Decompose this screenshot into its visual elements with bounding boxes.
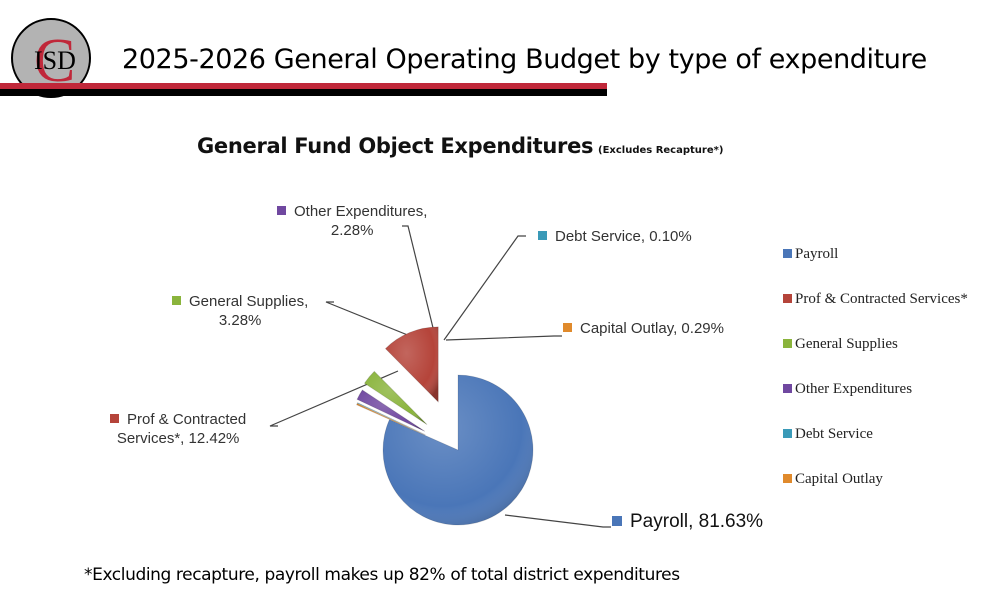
legend-prof-swatch-icon xyxy=(783,294,792,303)
legend-other-swatch-icon xyxy=(783,384,792,393)
footnote: *Excluding recapture, payroll makes up 8… xyxy=(84,565,680,585)
other-swatch-icon xyxy=(277,206,286,215)
chart-subtitle: (Excludes Recapture*) xyxy=(598,145,724,156)
pie-slice-general-supplies xyxy=(363,370,428,425)
data-label-other-expenditures: Other Expenditures, 2.28% xyxy=(277,202,427,240)
slice-shade-general-supplies xyxy=(364,371,428,425)
header-divider-red xyxy=(0,83,607,89)
payroll-swatch-icon xyxy=(612,516,622,526)
page-title: 2025-2026 General Operating Budget by ty… xyxy=(122,44,927,75)
data-label-general-supplies: General Supplies, 3.28% xyxy=(172,292,308,330)
slice-shade-prof-contracted xyxy=(385,326,439,402)
slice-shade-other-expenditures xyxy=(357,389,425,432)
legend-supplies-swatch-icon xyxy=(783,339,792,348)
leader-line-debt-service xyxy=(443,235,526,341)
data-label-capital-outlay: Capital Outlay, 0.29% xyxy=(563,319,724,338)
legend-item-capital-outlay: Capital Outlay xyxy=(783,471,968,516)
legend-item-debt-service: Debt Service xyxy=(783,426,968,471)
data-label-payroll: Payroll, 81.63% xyxy=(612,512,763,531)
debt-swatch-icon xyxy=(538,231,547,240)
leader-line-capital-outlay xyxy=(445,335,562,341)
leader-line-payroll xyxy=(504,514,611,528)
leader-line-general-supplies xyxy=(325,301,421,341)
pie-slice-other-expenditures xyxy=(356,389,426,432)
logo-text: ISD xyxy=(34,46,76,75)
legend-capital-swatch-icon xyxy=(783,474,792,483)
data-label-debt-service: Debt Service, 0.10% xyxy=(538,227,692,246)
leader-lines xyxy=(269,225,611,528)
legend-item-prof-contracted: Prof & Contracted Services* xyxy=(783,291,968,336)
supplies-swatch-icon xyxy=(172,296,181,305)
leader-line-other-expenditures xyxy=(402,225,437,341)
pie-slice-capital-outlay xyxy=(356,403,426,436)
chart-legend: Payroll Prof & Contracted Services* Gene… xyxy=(783,246,968,516)
legend-payroll-swatch-icon xyxy=(783,249,792,258)
legend-item-other-expenditures: Other Expenditures xyxy=(783,381,968,426)
leader-line-prof-contracted xyxy=(269,370,399,427)
pie-slice-payroll xyxy=(382,374,534,526)
pie-slice-prof-contracted xyxy=(384,326,439,403)
slice-shade-capital-outlay xyxy=(356,403,426,436)
pie-slice-debt-service xyxy=(356,402,426,436)
data-label-prof-contracted: Prof & Contracted Services*, 12.42% xyxy=(110,410,246,448)
slice-shade-payroll xyxy=(383,375,533,525)
prof-swatch-icon xyxy=(110,414,119,423)
legend-item-general-supplies: General Supplies xyxy=(783,336,968,381)
chart-title: General Fund Object Expenditures xyxy=(197,134,594,158)
legend-debt-swatch-icon xyxy=(783,429,792,438)
pie-slices xyxy=(356,326,534,526)
slice-shade-debt-service xyxy=(357,402,426,435)
legend-item-payroll: Payroll xyxy=(783,246,968,291)
cisd-logo: C ISD xyxy=(11,18,91,98)
capital-swatch-icon xyxy=(563,323,572,332)
header-divider-black xyxy=(0,89,607,96)
